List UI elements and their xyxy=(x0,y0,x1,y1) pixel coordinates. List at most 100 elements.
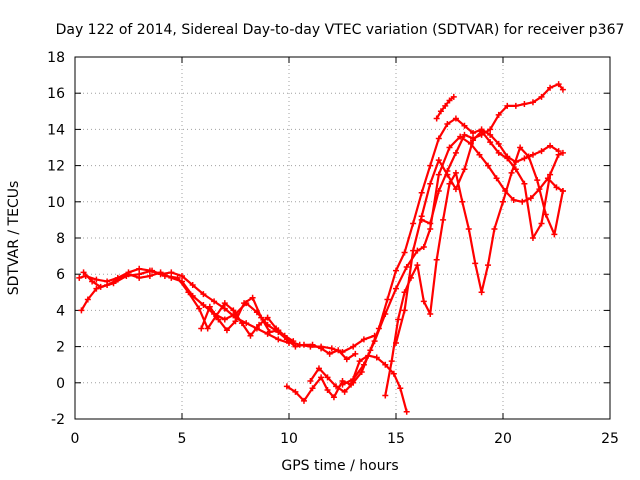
series-track-7 xyxy=(339,133,566,388)
data-point xyxy=(221,300,228,307)
y-tick-label: 18 xyxy=(47,50,65,66)
x-tick-label: 0 xyxy=(71,431,80,447)
data-point xyxy=(318,345,325,352)
data-point xyxy=(452,149,459,156)
data-point xyxy=(427,220,434,227)
data-point xyxy=(538,220,545,227)
data-point xyxy=(427,311,434,318)
data-point xyxy=(200,301,207,308)
data-point xyxy=(461,166,468,173)
data-point xyxy=(521,180,528,187)
data-point xyxy=(247,332,254,339)
data-point xyxy=(393,285,399,292)
data-point xyxy=(504,102,511,109)
data-point xyxy=(89,278,96,285)
x-tick-label: 10 xyxy=(280,431,298,447)
y-tick-label: 2 xyxy=(56,340,65,356)
data-point xyxy=(382,361,389,368)
data-point xyxy=(350,376,357,383)
data-series-group xyxy=(76,81,566,415)
data-point xyxy=(495,111,502,118)
data-point xyxy=(309,385,316,392)
data-point xyxy=(341,388,348,395)
series-track-4 xyxy=(198,294,359,363)
data-point xyxy=(472,260,479,267)
data-point xyxy=(461,122,468,129)
series-track-6 xyxy=(307,115,562,395)
data-point xyxy=(292,388,299,395)
data-point xyxy=(215,316,222,323)
data-point xyxy=(185,289,192,296)
data-point xyxy=(418,189,425,196)
data-point xyxy=(198,325,205,332)
data-point xyxy=(93,285,100,292)
series-trace xyxy=(78,267,291,345)
data-point xyxy=(559,86,566,93)
series-trace xyxy=(309,117,560,393)
data-point xyxy=(324,374,331,381)
data-point xyxy=(495,149,502,156)
data-point xyxy=(529,99,536,106)
data-point xyxy=(221,316,228,323)
y-tick-label: -2 xyxy=(51,412,65,428)
data-point xyxy=(493,175,500,182)
x-tick-label: 15 xyxy=(387,431,405,447)
data-point xyxy=(333,383,340,390)
data-point xyxy=(149,267,156,274)
data-point xyxy=(547,142,554,149)
series-trace xyxy=(420,82,565,225)
data-point xyxy=(414,262,421,269)
data-point xyxy=(452,169,459,176)
data-point xyxy=(200,291,207,298)
data-point xyxy=(136,271,143,278)
data-point xyxy=(395,316,402,323)
data-point xyxy=(382,311,389,318)
data-point xyxy=(179,273,185,280)
data-point xyxy=(446,97,453,104)
data-point xyxy=(457,133,464,140)
y-tick-label: 4 xyxy=(56,303,65,319)
data-point xyxy=(189,282,196,289)
data-point xyxy=(352,350,359,357)
data-point xyxy=(78,307,85,314)
data-point xyxy=(324,387,331,394)
data-point xyxy=(444,120,451,127)
y-tick-label: 10 xyxy=(47,195,65,211)
data-point xyxy=(146,273,153,280)
data-point xyxy=(266,329,273,336)
y-tick-label: 14 xyxy=(47,122,65,138)
data-point xyxy=(527,195,534,202)
x-tick-label: 25 xyxy=(601,431,619,447)
data-point xyxy=(435,187,442,194)
series-track-9 xyxy=(393,128,566,346)
data-point xyxy=(300,341,307,348)
data-point xyxy=(328,345,335,352)
data-point xyxy=(403,408,410,415)
data-point xyxy=(290,338,297,345)
y-tick-label: 8 xyxy=(56,231,65,247)
data-point xyxy=(504,155,511,162)
data-point xyxy=(521,101,528,108)
data-point xyxy=(230,307,237,314)
data-point xyxy=(427,162,434,169)
data-point xyxy=(249,294,256,301)
data-point xyxy=(84,296,91,303)
series-trace xyxy=(341,135,565,386)
data-point xyxy=(529,151,536,158)
data-point xyxy=(485,162,492,169)
data-point xyxy=(161,273,168,280)
data-point xyxy=(283,336,290,343)
data-point xyxy=(384,296,391,303)
data-point xyxy=(555,151,562,158)
data-point xyxy=(538,93,545,100)
data-point xyxy=(330,394,337,401)
data-point xyxy=(401,307,408,314)
data-point xyxy=(476,151,483,158)
data-point xyxy=(478,289,485,296)
data-point xyxy=(420,244,427,251)
series-trace xyxy=(384,146,565,397)
data-point xyxy=(444,168,451,175)
data-point xyxy=(555,81,562,88)
data-point xyxy=(343,356,350,363)
data-point xyxy=(512,102,519,109)
